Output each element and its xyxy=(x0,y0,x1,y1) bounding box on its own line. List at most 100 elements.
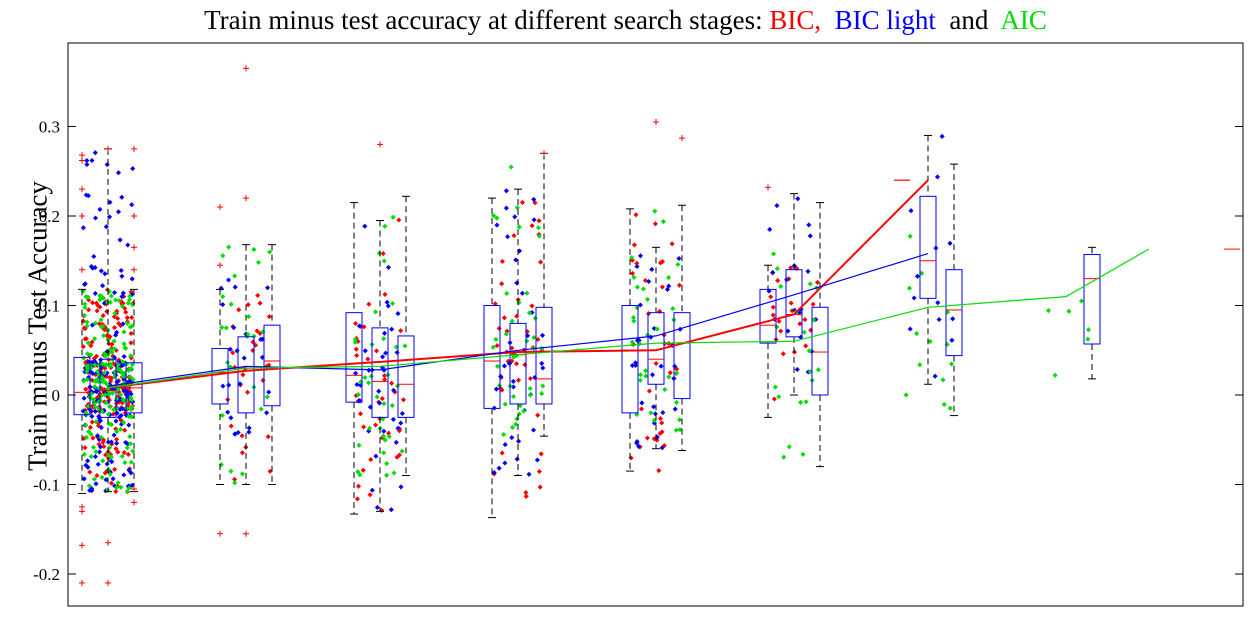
bic-light-point-stage-1 xyxy=(82,281,88,287)
aic-point-stage-1 xyxy=(115,480,121,486)
bic-point-stage-4 xyxy=(523,493,529,499)
aic-point-stage-4 xyxy=(524,290,530,296)
aic-point-stage-1 xyxy=(102,380,109,386)
aic-point-stage-7 xyxy=(944,341,950,348)
bic-light-point-stage-3 xyxy=(369,487,375,493)
aic-point-stage-1 xyxy=(120,359,126,365)
y-tick-label-0: -0.2 xyxy=(33,565,60,584)
bic-light-point-stage-1 xyxy=(104,461,110,467)
aic-point-stage-1 xyxy=(107,471,113,477)
bic-light-point-stage-7 xyxy=(934,174,941,180)
aic-point-stage-1 xyxy=(115,362,121,368)
bic-light-box-stage-3 xyxy=(371,141,389,512)
aic-point-stage-3 xyxy=(352,336,358,343)
bic-point-stage-1 xyxy=(121,450,127,456)
bic-light-point-stage-4 xyxy=(512,214,518,220)
bic-light-point-stage-1 xyxy=(83,192,89,198)
bic-point-stage-4 xyxy=(494,343,500,349)
bic-light-point-stage-4 xyxy=(503,188,509,194)
bic-light-point-stage-6 xyxy=(794,366,800,373)
bic-point-stage-3 xyxy=(361,324,367,330)
bic-light-point-stage-1 xyxy=(102,271,108,277)
bic-light-point-stage-4 xyxy=(494,222,500,228)
bic-point-stage-6 xyxy=(768,294,774,300)
bic-light-point-stage-5 xyxy=(649,266,655,272)
bic-light-point-stage-4 xyxy=(505,234,511,240)
aic-point-stage-1 xyxy=(108,361,114,367)
bic-light-point-stage-4 xyxy=(502,442,508,448)
bic-light-point-stage-6 xyxy=(805,268,811,274)
aic-point-stage-4 xyxy=(516,411,522,417)
bic-point-stage-4 xyxy=(519,199,526,205)
bic-light-point-stage-1 xyxy=(120,362,126,368)
bic-light-point-stage-1 xyxy=(89,157,95,164)
bic-light-point-stage-1 xyxy=(98,425,104,431)
bic-light-point-stage-1 xyxy=(95,461,101,467)
bic-point-stage-3 xyxy=(367,492,373,498)
bic-light-point-stage-3 xyxy=(366,367,372,373)
aic-point-stage-2 xyxy=(220,253,226,259)
bic-light-point-stage-7 xyxy=(936,316,942,323)
title-bic: BIC, xyxy=(769,5,822,35)
bic-light-point-stage-3 xyxy=(385,264,392,270)
aic-point-stage-3 xyxy=(362,374,368,381)
bic-light-point-stage-1 xyxy=(119,273,125,279)
aic-point-stage-4 xyxy=(490,344,496,350)
aic-point-stage-4 xyxy=(532,315,538,321)
aic-point-stage-5 xyxy=(670,306,676,312)
bic-light-point-stage-1 xyxy=(107,199,113,205)
aic-point-stage-4 xyxy=(535,225,542,231)
bic-light-point-stage-4 xyxy=(539,360,545,366)
aic-point-stage-1 xyxy=(126,413,132,419)
bic-light-iqr-stage-1 xyxy=(99,358,117,418)
aic-point-stage-1 xyxy=(110,390,116,396)
bic-point-stage-3 xyxy=(373,348,380,354)
bic-light-point-stage-1 xyxy=(121,353,127,360)
aic-point-stage-1 xyxy=(81,451,87,458)
bic-light-point-stage-1 xyxy=(93,481,99,487)
bic-point-stage-1 xyxy=(89,419,95,425)
aic-point-stage-1 xyxy=(100,458,106,464)
bic-light-point-stage-5 xyxy=(652,411,658,417)
aic-point-stage-1 xyxy=(124,488,130,494)
bic-light-outlier-stage-2 xyxy=(243,65,249,72)
bic-light-iqr-stage-3 xyxy=(371,327,389,418)
bic-light-point-stage-4 xyxy=(510,378,516,384)
bic-light-point-stage-5 xyxy=(646,278,652,285)
bic-light-point-stage-3 xyxy=(380,354,386,360)
bic-light-point-stage-3 xyxy=(389,326,395,332)
aic-point-stage-1 xyxy=(106,403,113,410)
bic-light-point-stage-2 xyxy=(225,277,232,283)
bic-light-box-stage-1 xyxy=(99,145,117,586)
bic-point-stage-1 xyxy=(114,436,120,442)
aic-point-stage-3 xyxy=(372,309,379,315)
aic-point-stage-3 xyxy=(381,258,387,264)
bic-point-stage-1 xyxy=(90,435,96,441)
aic-point-stage-5 xyxy=(666,275,672,281)
bic-light-point-stage-3 xyxy=(395,311,401,317)
aic-point-stage-1 xyxy=(84,319,90,325)
bic-point-stage-5 xyxy=(669,241,675,247)
aic-point-stage-4 xyxy=(509,318,515,324)
bic-point-stage-5 xyxy=(657,308,663,314)
bic-point-stage-2 xyxy=(267,468,273,474)
aic-point-stage-2 xyxy=(251,246,257,253)
bic-point-stage-4 xyxy=(509,345,515,351)
aic-point-stage-3 xyxy=(355,392,361,398)
aic-iqr-stage-8 xyxy=(1083,253,1101,345)
bic-light-point-stage-3 xyxy=(398,484,404,490)
aic-point-stage-6 xyxy=(781,454,787,460)
aic-point-stage-6 xyxy=(770,251,777,257)
aic-point-stage-1 xyxy=(99,474,105,480)
aic-outlier-stage-1 xyxy=(131,145,137,152)
bic-point-stage-3 xyxy=(366,301,372,307)
aic-point-stage-1 xyxy=(99,408,105,414)
bic-point-stage-5 xyxy=(676,282,682,288)
aic-point-stage-2 xyxy=(239,471,245,477)
aic-point-stage-1 xyxy=(121,341,127,347)
aic-point-stage-4 xyxy=(539,391,545,397)
aic-box-stage-3 xyxy=(397,195,415,477)
aic-point-stage-1 xyxy=(84,363,90,369)
bic-light-point-stage-4 xyxy=(516,438,522,444)
aic-point-stage-3 xyxy=(390,214,396,220)
